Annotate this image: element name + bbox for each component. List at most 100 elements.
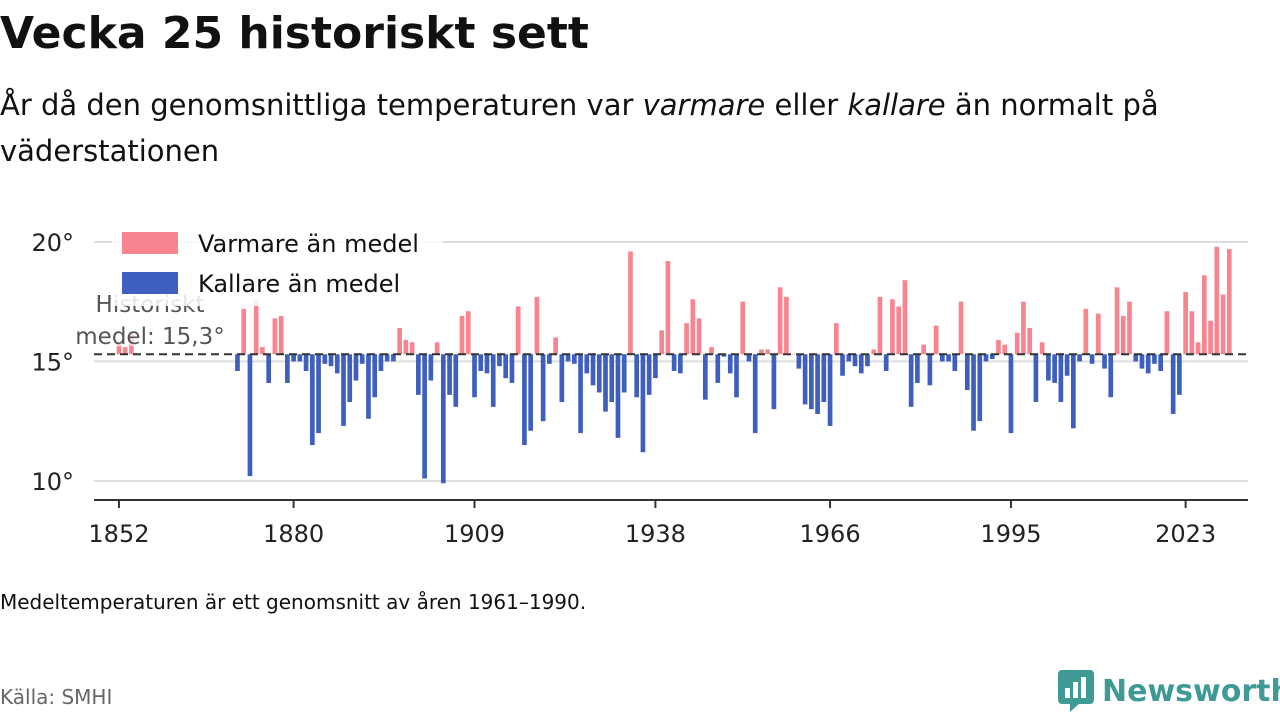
bar-1918 [528,354,533,431]
bar-1916 [515,306,521,355]
bar-1871 [235,354,240,371]
bar-1936 [640,354,646,453]
bar-1917 [522,354,527,446]
bar-1902 [428,354,434,381]
legend-label-cold: Kallare än medel [198,270,400,298]
bar-1931 [609,354,615,403]
bar-2015 [1133,354,1139,362]
bars [116,246,1232,484]
bar-1892 [366,354,371,419]
bar-1903 [434,342,440,355]
bar-1854 [129,332,134,355]
bar-1954 [752,354,758,434]
bar-2004 [1064,354,1070,376]
bar-1970 [852,354,858,367]
bar-2002 [1052,354,1057,383]
bar-1879 [285,354,290,383]
bar-1978 [902,280,908,355]
bar-1894 [378,354,384,371]
bar-1943 [684,323,689,355]
bar-1955 [759,349,764,355]
subtitle-cold-word: kallare [847,88,946,122]
bar-1921 [547,354,552,364]
bar-2006 [1077,354,1082,362]
bar-1963 [809,354,814,410]
bar-1907 [459,316,465,355]
y-tick-label-15: 15° [31,348,74,376]
bar-1958 [777,287,783,355]
bar-1888 [341,354,346,426]
newsworthy-logo: Newsworthy [1058,670,1280,712]
bar-1992 [989,354,995,360]
bar-1887 [334,354,340,374]
bar-1935 [634,354,640,398]
bar-1883 [309,354,315,446]
bar-1923 [559,354,565,403]
bar-1961 [796,354,802,369]
temperature-bar-chart: Historisktmedel: 15,3° 10°15°20°18521880… [31,224,1248,548]
bar-1925 [571,354,577,364]
bar-2020 [1164,311,1170,355]
bar-1973 [871,349,877,355]
bar-1919 [534,296,540,355]
bar-1974 [877,296,883,355]
bar-2022 [1177,354,1182,395]
bar-1990 [977,354,983,422]
bar-1882 [303,354,309,371]
bar-1975 [883,354,889,371]
x-tick-label-2023: 2023 [1155,520,1216,548]
bar-2024 [1189,311,1195,355]
bar-2016 [1139,354,1145,369]
bar-2025 [1195,342,1201,355]
subtitle-warm-word: varmare [642,88,766,122]
bar-1876 [266,354,271,383]
bar-1953 [746,354,752,362]
baseline-label-line-2: medel: 15,3° [75,324,224,350]
bar-1980 [915,354,920,383]
bar-2007 [1083,308,1089,355]
bar-1941 [671,354,677,371]
bar-2008 [1089,354,1095,364]
subtitle-part-1: År då den genomsnittliga temperaturen va… [0,88,643,122]
bar-1945 [696,318,702,355]
bar-1906 [453,354,459,407]
bar-1957 [771,354,777,410]
bar-1890 [353,354,359,381]
subtitle-part-3: än normalt på väderstationen [0,88,1159,168]
x-tick-label-1966: 1966 [800,520,861,548]
bar-1991 [983,354,989,362]
bar-1967 [833,323,839,355]
bar-1927 [584,354,590,374]
bar-1926 [578,354,583,434]
bar-1889 [347,354,353,403]
bar-1960 [790,354,795,355]
bar-1977 [896,306,902,355]
bar-1981 [921,344,926,355]
bar-2017 [1145,354,1151,374]
bar-1984 [940,354,945,362]
bar-1932 [615,354,621,438]
bar-2014 [1127,301,1132,355]
bar-1966 [827,354,833,426]
bar-1944 [690,299,696,355]
bar-2011 [1108,354,1114,398]
bar-1988 [964,354,970,391]
legend-swatch-cold [122,272,178,294]
bar-1884 [316,354,321,434]
chart-footnote: Medeltemperaturen är ett genomsnitt av å… [0,590,587,614]
newsworthy-logo-icon [1058,670,1094,712]
bar-1934 [628,251,633,355]
bar-1933 [621,354,627,393]
bar-1908 [465,311,471,355]
bar-2010 [1102,354,1107,369]
bar-1895 [384,354,390,362]
bar-1937 [646,354,652,395]
x-tick-label-1938: 1938 [625,520,686,548]
y-tick-label-20: 20° [31,229,74,257]
x-tick-label-1995: 1995 [980,520,1041,548]
bar-1968 [840,354,845,376]
bar-1910 [478,354,484,371]
legend: Varmare än medel Kallare än medel [112,224,442,306]
bar-1956 [765,349,771,355]
bar-1911 [484,354,490,374]
